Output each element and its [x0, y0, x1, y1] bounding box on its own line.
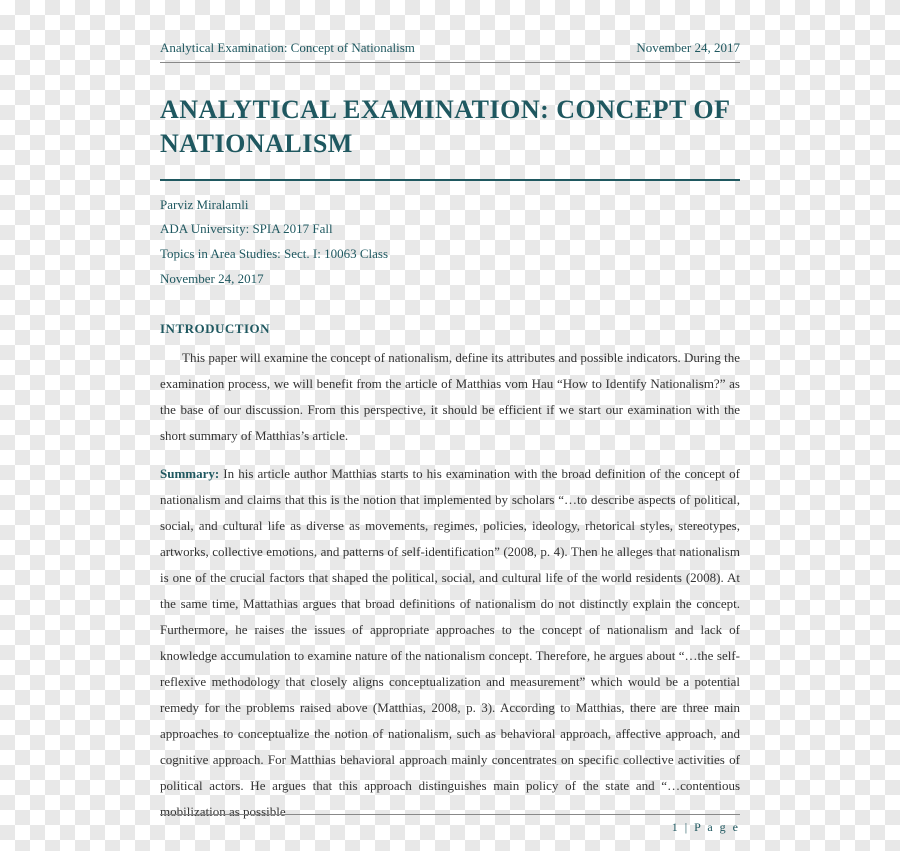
summary-paragraph: Summary: In his article author Matthias … [160, 461, 740, 825]
document-title: ANALYTICAL EXAMINATION: CONCEPT OF NATIO… [160, 93, 740, 161]
header-date: November 24, 2017 [636, 40, 740, 56]
affiliation: ADA University: SPIA 2017 Fall [160, 217, 740, 242]
summary-body: In his article author Matthias starts to… [160, 466, 740, 819]
introduction-heading: INTRODUCTION [160, 321, 740, 337]
footer-rule [160, 814, 740, 815]
running-header: Analytical Examination: Concept of Natio… [160, 40, 740, 63]
introduction-paragraph: This paper will examine the concept of n… [160, 345, 740, 449]
summary-label: Summary: [160, 466, 219, 481]
page-number: 1 | P a g e [672, 820, 740, 835]
author-name: Parviz Miralamli [160, 193, 740, 218]
title-underline [160, 179, 740, 181]
document-page: Analytical Examination: Concept of Natio… [100, 0, 800, 851]
course-info: Topics in Area Studies: Sect. I: 10063 C… [160, 242, 740, 267]
header-title: Analytical Examination: Concept of Natio… [160, 40, 415, 56]
document-meta: Parviz Miralamli ADA University: SPIA 20… [160, 193, 740, 292]
document-date: November 24, 2017 [160, 267, 740, 292]
